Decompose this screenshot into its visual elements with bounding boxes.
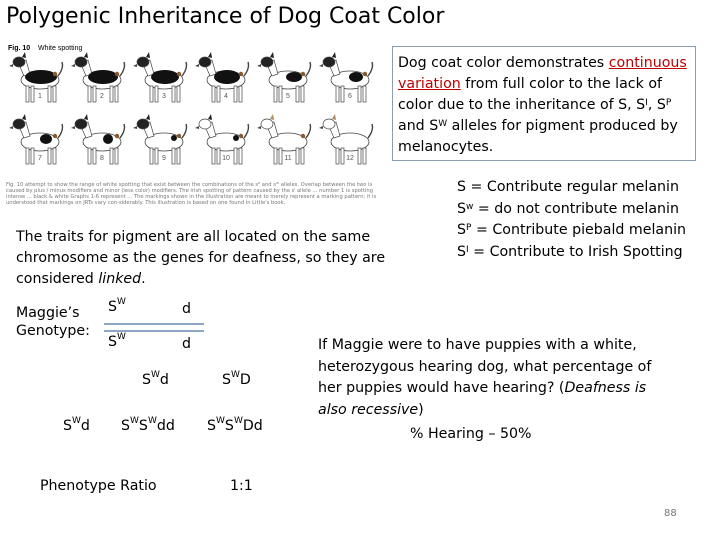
dog-figure: 10: [195, 114, 250, 165]
dog-figure: 12: [319, 114, 374, 165]
intro-sup-w: W: [438, 119, 448, 129]
maggie-allele-d1: d: [182, 301, 192, 317]
dog-figure: 5: [257, 52, 312, 103]
intro-highlight: continuous variation: [398, 55, 687, 92]
question-text: If Maggie were to have puppies with a wh…: [318, 337, 652, 396]
dog-spotting-figure: Fig. 10 White spotting 1 2 3 4 5 6 7 8 9 10 11 12: [6, 40, 378, 218]
dog-figure: 6: [319, 52, 374, 103]
traits-emphasis: linked: [98, 271, 142, 287]
dog-number: 3: [162, 93, 166, 100]
maggie-allele-d2: d: [182, 336, 192, 352]
dog-figure: 7: [9, 114, 64, 165]
dog-number: 11: [284, 155, 291, 162]
figure-caption: Fig. 10 attempt to show the range of whi…: [6, 182, 377, 206]
legend-item: Sw = do not contribute melanin: [457, 200, 679, 217]
dog-number: 7: [38, 155, 42, 162]
page-number: 88: [664, 508, 677, 519]
punnett-cell-2: SWSWDd: [207, 416, 263, 434]
maggie-allele-s2: SW: [108, 332, 126, 350]
intro-before: Dog coat color demonstrates: [398, 55, 605, 71]
dog-number: 6: [348, 93, 352, 100]
figure-label: Fig. 10: [8, 45, 30, 52]
dog-figure: 1: [9, 52, 64, 103]
dog-figure: 8: [71, 114, 126, 165]
dog-figure: 4: [195, 52, 250, 103]
dog-number: 4: [224, 93, 228, 100]
figure-heading: White spotting: [38, 45, 82, 52]
page-title: Polygenic Inheritance of Dog Coat Color: [6, 4, 445, 29]
dog-number: 8: [100, 155, 104, 162]
chromosome-line: [104, 323, 204, 325]
legend-item: S = Contribute regular melanin: [457, 179, 679, 195]
punnett-col-header-1: SWd: [142, 370, 169, 388]
intro-after2: , S: [647, 97, 666, 113]
dog-number: 10: [222, 155, 230, 162]
maggie-allele-s1: SW: [108, 297, 126, 315]
punnett-cell-1: SWSWdd: [121, 416, 175, 434]
allele-legend: S = Contribute regular melanin Sw = do n…: [457, 177, 686, 263]
intro-after4: alleles for pigment produced by melanocy…: [398, 118, 678, 155]
intro-after: from full color to the lack of color due…: [398, 76, 662, 113]
maggie-genotype-label: Maggie’s Genotype:: [16, 305, 90, 339]
intro-after3: and S: [398, 118, 439, 134]
punnett-row-header: SWd: [63, 416, 90, 434]
punnett-col-header-2: SWD: [222, 370, 251, 388]
dog-spotting-illustration: Fig. 10 White spotting 1 2 3 4 5 67 8 9 10 11 12: [8, 45, 374, 165]
legend-item: SI = Contribute to Irish Spotting: [457, 243, 683, 260]
hearing-answer: % Hearing – 50%: [410, 426, 532, 442]
dog-number: 1: [38, 93, 42, 100]
phenotype-ratio-label: Phenotype Ratio: [40, 478, 157, 494]
dog-number: 9: [162, 155, 166, 162]
question-emphasis: Deafness is also recessive: [318, 380, 647, 418]
chromosome-line: [104, 330, 204, 332]
intro-textbox: Dog coat color demonstrates continuous v…: [392, 46, 696, 161]
intro-sup-p: P: [665, 98, 672, 108]
legend-item: SP = Contribute piebald melanin: [457, 222, 687, 238]
intro-sup-i: I: [645, 98, 648, 108]
traits-paragraph: The traits for pigment are all located o…: [16, 229, 386, 287]
dog-number: 2: [100, 93, 104, 100]
dog-figure: 11: [257, 114, 312, 165]
dog-number: 12: [346, 155, 354, 162]
dog-figure: 2: [71, 52, 126, 103]
dog-figure: 3: [133, 52, 188, 103]
dog-figure: 9: [133, 114, 188, 165]
phenotype-ratio-value: 1:1: [230, 478, 253, 494]
question-paragraph: If Maggie were to have puppies with a wh…: [318, 337, 652, 418]
dog-number: 5: [286, 93, 290, 100]
traits-text: The traits for pigment are all located o…: [16, 229, 386, 287]
